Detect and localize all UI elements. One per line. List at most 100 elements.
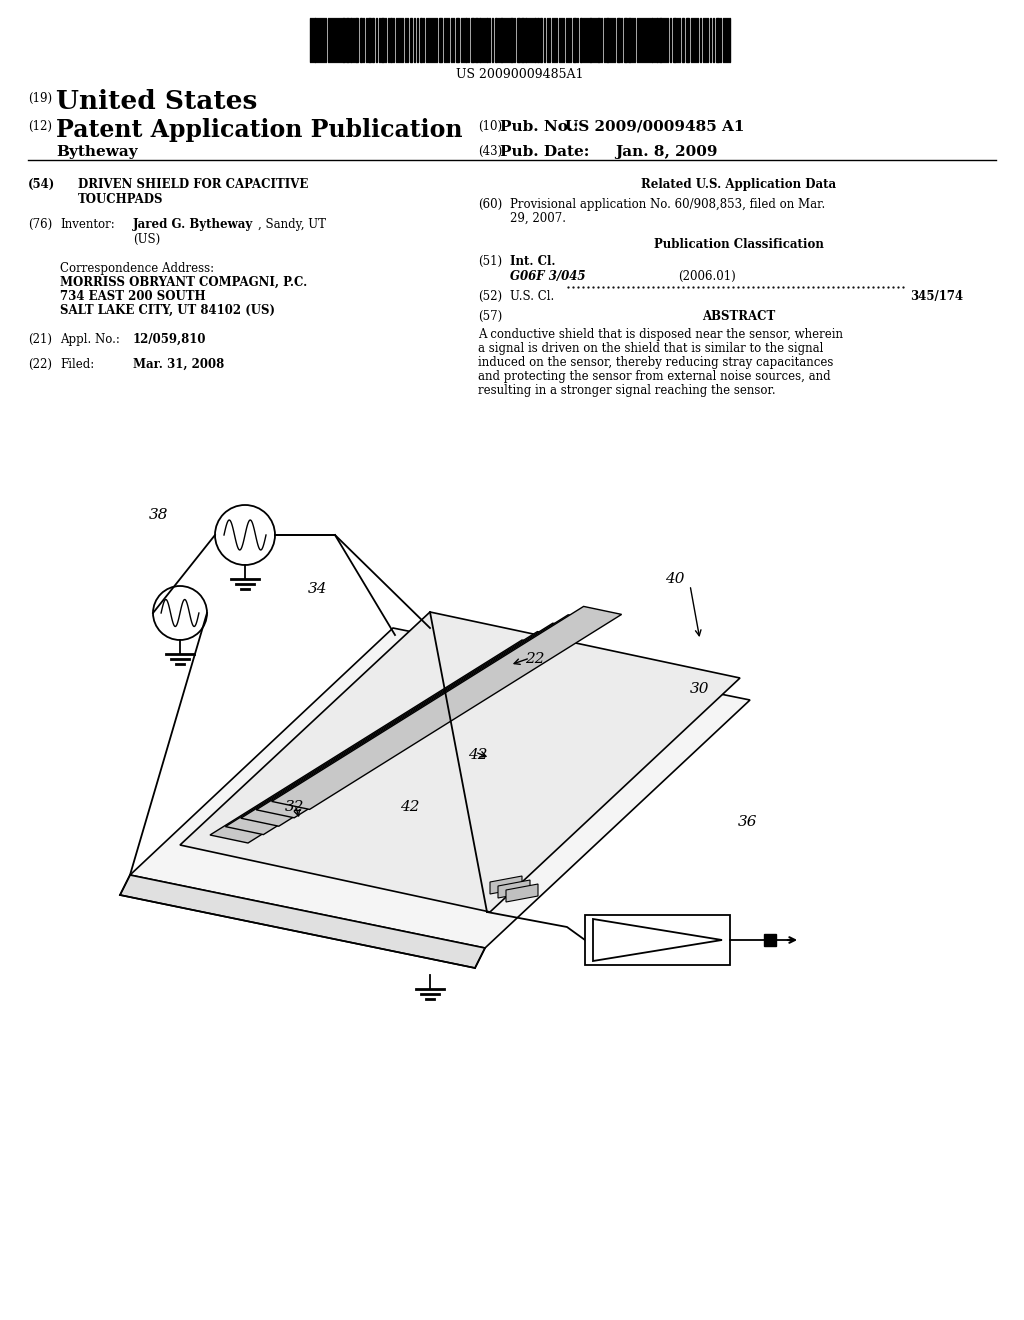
Text: (12): (12) <box>28 120 52 133</box>
Text: (10): (10) <box>478 120 502 133</box>
Bar <box>580 18 582 62</box>
Bar <box>534 18 536 62</box>
Polygon shape <box>498 880 530 898</box>
Text: Jared G. Bytheway: Jared G. Bytheway <box>133 218 253 231</box>
Text: (22): (22) <box>28 358 52 371</box>
Bar <box>537 18 539 62</box>
Bar <box>439 18 442 62</box>
Text: US 2009/0009485 A1: US 2009/0009485 A1 <box>565 120 744 135</box>
Text: ABSTRACT: ABSTRACT <box>702 310 775 323</box>
Text: Publication Classification: Publication Classification <box>654 238 824 251</box>
Bar <box>525 18 527 62</box>
Bar <box>420 18 422 62</box>
Bar <box>465 18 467 62</box>
Bar <box>573 18 575 62</box>
Bar <box>716 18 719 62</box>
Text: Provisional application No. 60/908,853, filed on Mar.: Provisional application No. 60/908,853, … <box>510 198 825 211</box>
Text: MORRISS OBRYANT COMPAGNI, P.C.: MORRISS OBRYANT COMPAGNI, P.C. <box>60 276 307 289</box>
Bar <box>410 18 412 62</box>
Bar <box>521 18 524 62</box>
Text: Pub. Date:: Pub. Date: <box>500 145 590 158</box>
Text: A conductive shield that is disposed near the sensor, wherein: A conductive shield that is disposed nea… <box>478 327 843 341</box>
Text: resulting in a stronger signal reaching the sensor.: resulting in a stronger signal reaching … <box>478 384 775 397</box>
Bar <box>372 18 374 62</box>
Bar <box>656 18 658 62</box>
Bar <box>624 18 627 62</box>
Bar <box>479 18 481 62</box>
Polygon shape <box>241 623 591 826</box>
Bar <box>589 18 592 62</box>
Text: Related U.S. Application Data: Related U.S. Application Data <box>641 178 837 191</box>
Text: (54): (54) <box>28 178 55 191</box>
Text: Pub. No.:: Pub. No.: <box>500 120 579 135</box>
Bar <box>471 18 474 62</box>
Bar <box>659 18 662 62</box>
Text: 345/174: 345/174 <box>910 290 964 304</box>
Bar <box>390 18 392 62</box>
Bar <box>360 18 362 62</box>
Polygon shape <box>593 919 722 961</box>
Text: TOUCHPADS: TOUCHPADS <box>78 193 164 206</box>
Text: 36: 36 <box>738 814 758 829</box>
Text: 42: 42 <box>468 748 487 762</box>
Bar <box>682 18 684 62</box>
Bar <box>651 18 653 62</box>
Text: (19): (19) <box>28 92 52 106</box>
Polygon shape <box>225 631 575 834</box>
Text: Bytheway: Bytheway <box>56 145 137 158</box>
Polygon shape <box>490 876 522 894</box>
Bar <box>355 18 358 62</box>
Text: Appl. No.:: Appl. No.: <box>60 333 120 346</box>
Text: Filed:: Filed: <box>60 358 94 371</box>
Bar <box>486 18 488 62</box>
Text: (51): (51) <box>478 255 502 268</box>
Bar <box>517 18 520 62</box>
Text: Correspondence Address:: Correspondence Address: <box>60 261 214 275</box>
Bar <box>350 18 352 62</box>
Text: 38: 38 <box>148 508 168 521</box>
Text: (43): (43) <box>478 145 502 158</box>
Polygon shape <box>130 628 750 948</box>
Text: (US): (US) <box>133 234 160 246</box>
Text: Jan. 8, 2009: Jan. 8, 2009 <box>615 145 718 158</box>
Text: G06F 3/045: G06F 3/045 <box>510 271 586 282</box>
Bar <box>500 18 503 62</box>
Text: 30: 30 <box>690 682 710 696</box>
Bar <box>628 18 631 62</box>
Text: (2006.01): (2006.01) <box>678 271 736 282</box>
Text: Patent Application Publication: Patent Application Publication <box>56 117 463 143</box>
Text: 12/059,810: 12/059,810 <box>133 333 207 346</box>
Text: 29, 2007.: 29, 2007. <box>510 213 566 224</box>
Polygon shape <box>271 606 622 809</box>
Bar <box>342 18 345 62</box>
Polygon shape <box>256 615 606 818</box>
Text: Mar. 31, 2008: Mar. 31, 2008 <box>133 358 224 371</box>
Polygon shape <box>210 640 560 843</box>
Bar <box>617 18 620 62</box>
Text: Inventor:: Inventor: <box>60 218 115 231</box>
Text: Int. Cl.: Int. Cl. <box>510 255 555 268</box>
Text: 32: 32 <box>285 800 304 814</box>
Text: , Sandy, UT: , Sandy, UT <box>258 218 326 231</box>
Text: (21): (21) <box>28 333 52 346</box>
Text: United States: United States <box>56 88 257 114</box>
Text: 40: 40 <box>665 572 684 586</box>
Polygon shape <box>120 875 485 968</box>
Polygon shape <box>506 884 538 902</box>
Bar <box>314 18 316 62</box>
Text: 42: 42 <box>400 800 420 814</box>
Polygon shape <box>180 612 740 912</box>
Bar <box>368 18 371 62</box>
Bar <box>475 18 478 62</box>
Text: and protecting the sensor from external noise sources, and: and protecting the sensor from external … <box>478 370 830 383</box>
Bar <box>585 915 730 965</box>
Text: 22: 22 <box>525 652 545 667</box>
Text: SALT LAKE CITY, UT 84102 (US): SALT LAKE CITY, UT 84102 (US) <box>60 304 275 317</box>
Text: US 20090009485A1: US 20090009485A1 <box>457 69 584 81</box>
Bar <box>673 18 676 62</box>
Bar <box>456 18 459 62</box>
Text: U.S. Cl.: U.S. Cl. <box>510 290 554 304</box>
Text: (76): (76) <box>28 218 52 231</box>
Text: induced on the sensor, thereby reducing stray capacitances: induced on the sensor, thereby reducing … <box>478 356 834 370</box>
Text: 34: 34 <box>308 582 328 597</box>
